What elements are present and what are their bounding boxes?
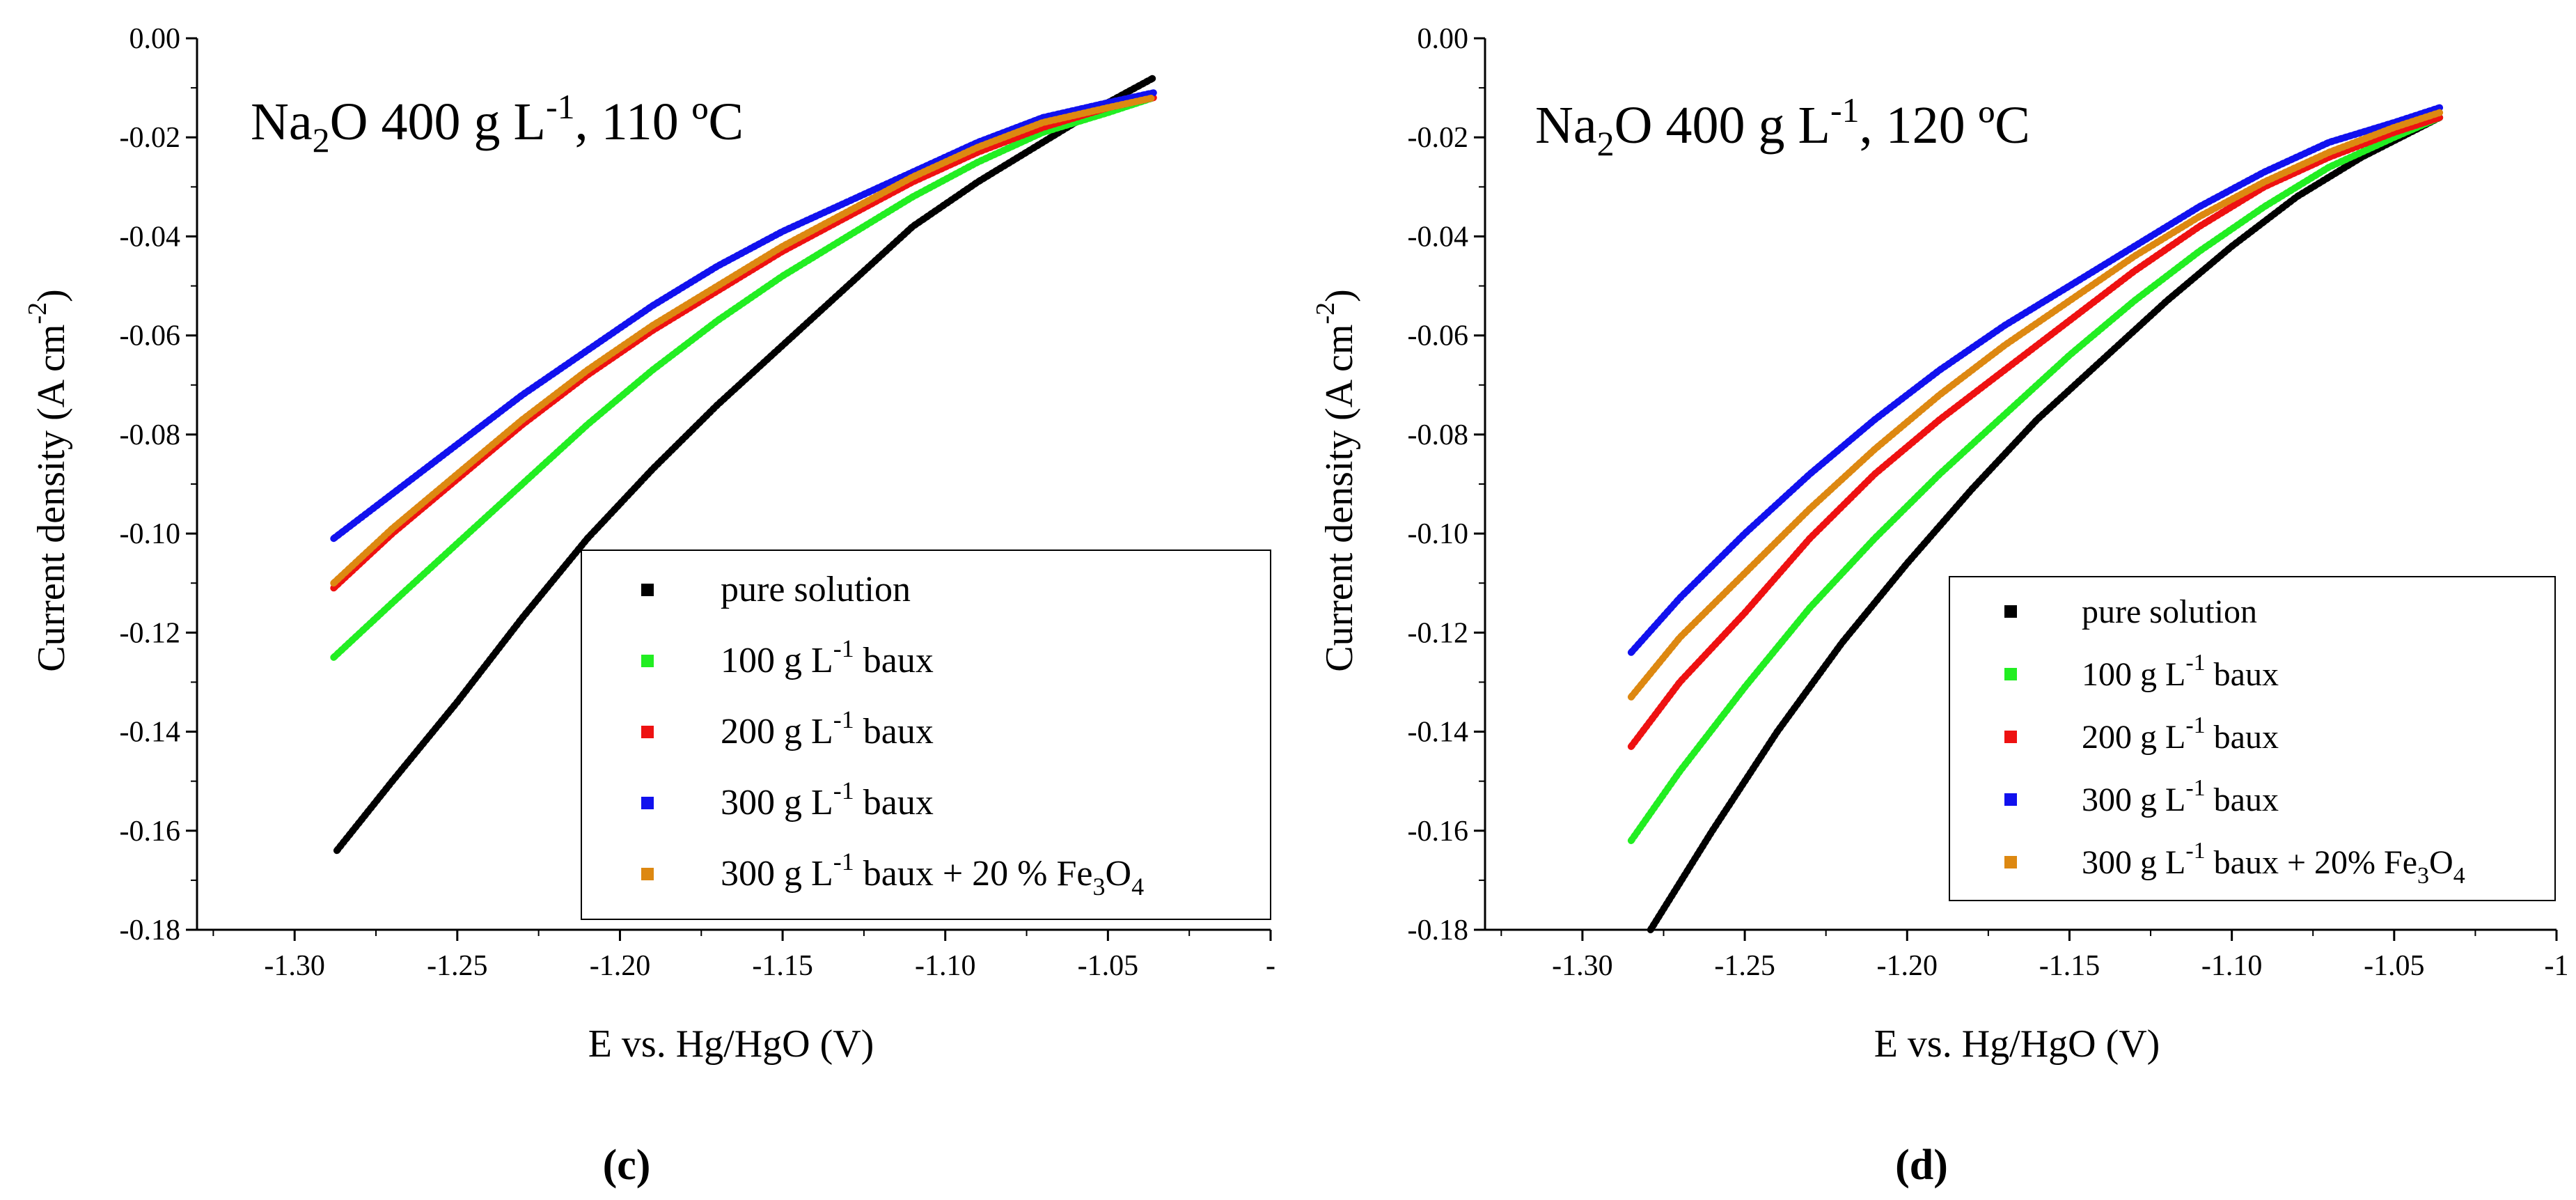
y-tick-label: -0.12 <box>120 617 181 649</box>
legend-marker <box>2004 605 2017 618</box>
y-tick-label: 0.00 <box>129 23 181 55</box>
y-tick-label: -0.16 <box>1408 816 1469 848</box>
y-tick-label: -0.08 <box>1408 419 1469 451</box>
panel-label-c: (c) <box>603 1141 651 1189</box>
series-line-pure-solution <box>1647 114 2444 933</box>
series-line-100-g-l-1-baux <box>1627 114 2444 844</box>
x-tick-label: -1.30 <box>264 950 325 982</box>
legend-label: 300 g L-1 baux <box>721 777 934 823</box>
panel-label-d: (d) <box>1895 1141 1948 1189</box>
legend-box <box>1949 576 2556 901</box>
legend: pure solution 100 g L-1 baux 200 g L-1 bau… <box>581 550 1271 920</box>
y-tick-label: -0.06 <box>120 320 181 352</box>
y-tick-label: -0.14 <box>1408 717 1469 749</box>
x-tick-label: -1.25 <box>1714 950 1775 982</box>
y-tick-label: -0.06 <box>1408 320 1469 352</box>
series-line-200-g-l-1-baux <box>330 94 1157 592</box>
legend-marker <box>641 584 654 596</box>
legend-label: 100 g L-1 baux <box>2082 650 2279 693</box>
legend-label: 300 g L-1 baux <box>2082 775 2279 818</box>
legend-label: 200 g L-1 baux <box>721 706 934 751</box>
legend-marker <box>641 797 654 809</box>
y-tick-label: -0.04 <box>1408 221 1469 253</box>
chart-c: Na2O 400 g L-1, 110 ºC E vs. Hg/HgO (V) … <box>23 23 1276 1189</box>
y-tick-label: -0.02 <box>120 122 181 154</box>
chart-panel-c: Na2O 400 g L-1, 110 ºC E vs. Hg/HgO (V) … <box>0 0 1288 1197</box>
x-tick-label: -1 <box>2545 950 2569 982</box>
legend-marker <box>2004 731 2017 743</box>
legend-marker <box>2004 856 2017 868</box>
y-axis-title: Current density (A cm-2) <box>1311 289 1361 672</box>
x-tick-label: -1.25 <box>427 950 488 982</box>
legend-label: 300 g L-1 baux + 20 % Fe3O4 <box>721 848 1144 901</box>
legend-marker <box>641 868 654 880</box>
x-tick-label: -1.15 <box>752 950 813 982</box>
legend-label: pure solution <box>2082 593 2257 630</box>
y-tick-label: -0.04 <box>120 221 181 253</box>
x-axis-title: E vs. Hg/HgO (V) <box>588 1022 874 1066</box>
legend-label: pure solution <box>721 570 911 609</box>
plot-title: Na2O 400 g L-1, 110 ºC <box>251 87 744 159</box>
series-layer <box>1627 104 2444 933</box>
y-tick-label: -0.08 <box>120 419 181 451</box>
plot-title-text: Na2O 400 g L-1, 120 ºC <box>1535 91 2030 163</box>
y-tick-label: -0.02 <box>1408 122 1469 154</box>
legend: pure solution 100 g L-1 baux 200 g L-1 bau… <box>1949 576 2556 901</box>
series-layer <box>330 74 1157 855</box>
y-tick-label: -0.12 <box>1408 617 1469 649</box>
y-tick-label: -0.10 <box>1408 518 1469 550</box>
y-axis-title: Current density (A cm-2) <box>23 289 73 672</box>
x-tick-label: -1.20 <box>590 950 651 982</box>
chart-panel-d: Na2O 400 g L-1, 120 ºC E vs. Hg/HgO (V) … <box>1288 0 2576 1197</box>
legend-marker <box>2004 793 2017 806</box>
ticks: 0.00 -0.02 -0.04 -0.06 -0.08 -0.10 -0.12 -0.14 -… <box>1408 23 2569 982</box>
legend-label: 200 g L-1 baux <box>2082 712 2279 756</box>
y-tick-label: -0.18 <box>120 914 181 946</box>
legend-box <box>581 550 1271 920</box>
x-tick-label: -1.05 <box>2364 950 2425 982</box>
plot-title-text: Na2O 400 g L-1, 110 ºC <box>251 87 744 159</box>
legend-marker <box>641 655 654 667</box>
plot-title: Na2O 400 g L-1, 120 ºC <box>1535 91 2030 163</box>
x-tick-label: -1.05 <box>1078 950 1139 982</box>
legend-marker <box>641 726 654 738</box>
legend-marker <box>2004 668 2017 680</box>
series-line-200-g-l-1-baux <box>1627 114 2444 750</box>
x-tick-label: -1.15 <box>2039 950 2100 982</box>
y-tick-label: 0.00 <box>1417 23 1469 55</box>
series-line-100-g-l-1-baux <box>330 94 1157 661</box>
y-tick-label: -0.16 <box>120 816 181 848</box>
legend-label: 300 g L-1 baux + 20% Fe3O4 <box>2082 838 2465 889</box>
x-tick-label: -1.30 <box>1552 950 1613 982</box>
series-line-300-g-l-1-baux <box>330 89 1157 543</box>
y-tick-label: -0.10 <box>120 518 181 550</box>
y-tick-label: -0.18 <box>1408 914 1469 946</box>
y-tick-label: -0.14 <box>120 717 181 749</box>
series-line-300-g-l-1-baux-20-fe3o4 <box>330 94 1157 587</box>
series-line-300-g-l-1-baux-20-fe3o4 <box>1627 109 2444 701</box>
legend-label: 100 g L-1 baux <box>721 634 934 680</box>
ticks: 0.00 -0.02 -0.04 -0.06 -0.08 -0.10 -0.12 -0.14 -… <box>120 23 1276 982</box>
x-tick-label: -1.10 <box>2201 950 2263 982</box>
x-tick-label: -1.20 <box>1877 950 1938 982</box>
x-tick-label: - <box>1266 950 1275 982</box>
chart-d: Na2O 400 g L-1, 120 ºC E vs. Hg/HgO (V) … <box>1311 23 2569 1189</box>
series-line-300-g-l-1-baux <box>1627 104 2444 656</box>
x-axis-title: E vs. Hg/HgO (V) <box>1874 1022 2160 1066</box>
series-line-pure-solution <box>333 74 1157 855</box>
x-tick-label: -1.10 <box>915 950 976 982</box>
